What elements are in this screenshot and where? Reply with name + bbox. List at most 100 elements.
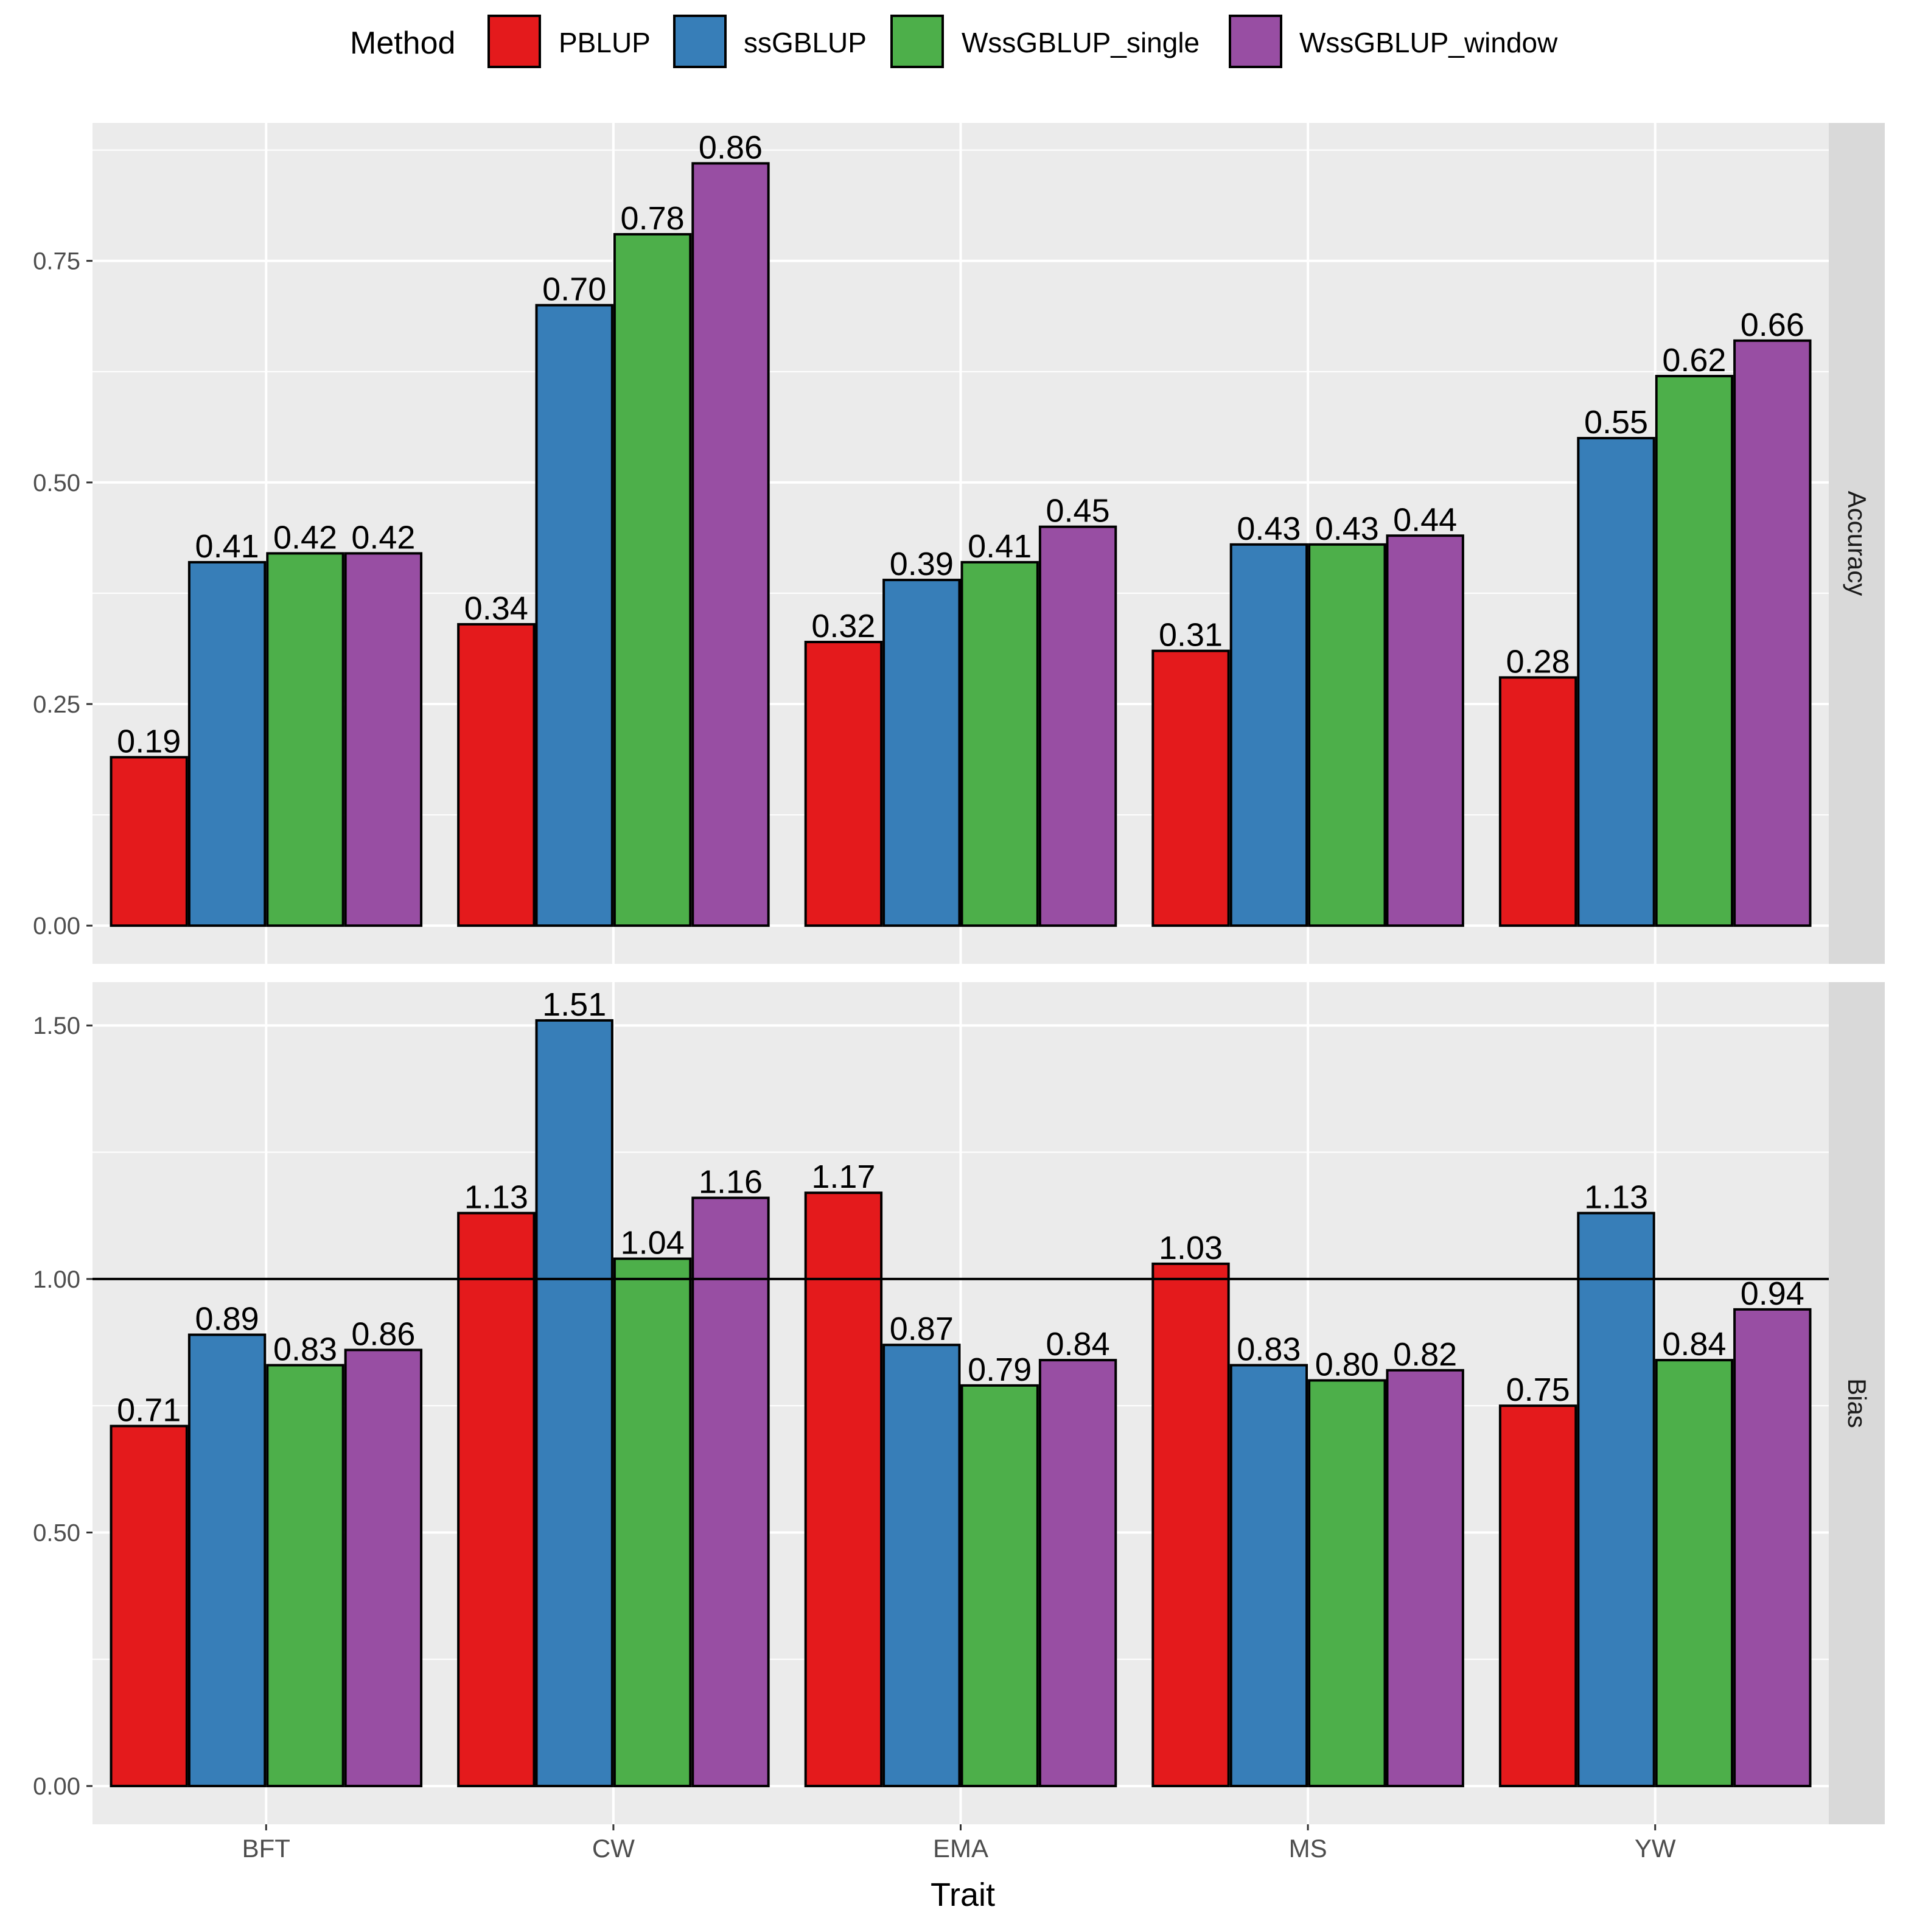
x-axis-title: Trait [931, 1877, 995, 1913]
panels: 0.00 0.25 0.50 0.75 0.19 0.34 0.32 0.31 0.28 0.41… [33, 123, 1885, 1824]
data-label-bias-cw-pblup: 1.13 [464, 1179, 528, 1216]
y-tick-label: 1.00 [33, 1266, 80, 1293]
bar-accuracy-ms-wssgblup-single [1308, 543, 1386, 927]
legend-label-wssgblup-window: WssGBLUP_window [1299, 27, 1558, 58]
y-tick-label: 0.50 [33, 470, 80, 497]
y-tick-label: 0.25 [33, 691, 80, 718]
bar-accuracy-yw-wssgblup-window [1733, 339, 1812, 927]
facet-strip-label-accuracy: Accuracy [1843, 491, 1871, 596]
data-label-bias-cw-ssgblup: 1.51 [542, 986, 606, 1023]
bar-bias-bft-pblup [110, 1425, 188, 1788]
data-label-accuracy-ema-wssgblup-single: 0.41 [968, 528, 1032, 565]
bar-accuracy-ema-wssgblup-single [960, 560, 1039, 927]
x-tick-label-yw: YW [1635, 1834, 1676, 1863]
y-tick-label: 0.00 [33, 1773, 80, 1800]
legend-title: Method [350, 26, 455, 61]
bar-bias-yw-pblup [1498, 1404, 1577, 1788]
data-label-accuracy-bft-wssgblup-single: 0.42 [273, 519, 337, 556]
data-label-bias-yw-ssgblup: 1.13 [1584, 1179, 1648, 1216]
y-tick-label: 0.50 [33, 1519, 80, 1546]
data-label-bias-ema-wssgblup-single: 0.79 [968, 1351, 1032, 1388]
y-tick-label: 0.75 [33, 248, 80, 275]
bar-accuracy-ema-ssgblup [882, 579, 961, 927]
data-label-accuracy-yw-wssgblup-window: 0.66 [1741, 307, 1804, 343]
data-label-bias-cw-wssgblup-window: 1.16 [699, 1164, 763, 1201]
facet-strip-label-bias: Bias [1843, 1378, 1871, 1428]
bar-accuracy-cw-wssgblup-single [613, 232, 692, 927]
data-label-accuracy-bft-ssgblup: 0.41 [195, 528, 259, 565]
data-label-accuracy-yw-wssgblup-single: 0.62 [1662, 342, 1726, 378]
bar-bias-cw-ssgblup [535, 1019, 613, 1788]
data-label-bias-ema-ssgblup: 0.87 [890, 1311, 954, 1347]
legend-label-ssgblup: ssGBLUP [744, 27, 867, 58]
data-label-accuracy-yw-pblup: 0.28 [1506, 643, 1570, 680]
bar-bias-yw-wssgblup-single [1655, 1359, 1734, 1788]
y-tick-label: 1.50 [33, 1013, 80, 1039]
bar-bias-ema-wssgblup-window [1038, 1359, 1117, 1788]
data-label-accuracy-cw-wssgblup-window: 0.86 [699, 129, 763, 166]
bar-accuracy-bft-ssgblup [187, 560, 267, 927]
data-label-accuracy-cw-wssgblup-single: 0.78 [621, 200, 685, 237]
legend-key-pblup [487, 15, 541, 68]
bar-accuracy-ms-pblup [1151, 649, 1230, 927]
bar-accuracy-ema-wssgblup-window [1038, 525, 1117, 927]
panel-accuracy: 0.00 0.25 0.50 0.75 0.19 0.34 0.32 0.31 0.28 0.41… [33, 123, 1885, 964]
data-label-accuracy-cw-ssgblup: 0.70 [542, 271, 606, 308]
data-label-accuracy-ms-pblup: 0.31 [1159, 617, 1223, 654]
data-label-accuracy-ema-wssgblup-window: 0.45 [1046, 493, 1110, 529]
bar-bias-ema-pblup [804, 1191, 883, 1788]
bar-accuracy-bft-pblup [110, 756, 188, 927]
data-label-bias-ema-pblup: 1.17 [811, 1159, 875, 1195]
legend-label-wssgblup-single: WssGBLUP_single [962, 27, 1200, 58]
data-label-bias-bft-ssgblup: 0.89 [195, 1301, 259, 1337]
facet-strip [1829, 123, 1885, 964]
bar-bias-ms-wssgblup-window [1386, 1369, 1464, 1788]
data-label-accuracy-cw-pblup: 0.34 [464, 590, 528, 627]
bar-bias-bft-ssgblup [187, 1333, 267, 1788]
bar-bias-ms-pblup [1151, 1262, 1230, 1788]
data-label-accuracy-ema-pblup: 0.32 [811, 608, 875, 644]
bar-accuracy-cw-wssgblup-window [691, 162, 770, 927]
legend-key-wssgblup-window [1229, 15, 1282, 68]
x-tick-label-ema: EMA [933, 1834, 988, 1863]
bar-accuracy-yw-wssgblup-single [1655, 375, 1734, 927]
bar-accuracy-cw-ssgblup [535, 304, 613, 927]
legend-key-ssgblup [673, 15, 727, 68]
x-axis: Trait BFT CW EMA MS YW [242, 1824, 1676, 1913]
facet-strip [1829, 982, 1885, 1824]
data-label-bias-yw-pblup: 0.75 [1506, 1372, 1570, 1408]
data-label-bias-bft-wssgblup-window: 0.86 [351, 1316, 415, 1353]
bar-accuracy-ema-pblup [804, 641, 883, 927]
panel-bias: 0.00 0.50 1.00 1.50 0.71 1.13 1.17 1.03 0.75 0.89… [33, 982, 1885, 1824]
data-label-accuracy-yw-ssgblup: 0.55 [1584, 404, 1648, 441]
bar-bias-ema-ssgblup [882, 1344, 961, 1788]
data-label-accuracy-ms-wssgblup-single: 0.43 [1315, 511, 1379, 547]
bar-accuracy-ms-ssgblup [1229, 543, 1308, 927]
bar-bias-yw-ssgblup [1577, 1212, 1655, 1788]
data-label-accuracy-ms-wssgblup-window: 0.44 [1393, 501, 1457, 538]
bar-bias-cw-wssgblup-window [691, 1196, 770, 1788]
data-label-bias-bft-pblup: 0.71 [117, 1392, 181, 1428]
bar-bias-ema-wssgblup-single [960, 1384, 1039, 1788]
bar-bias-bft-wssgblup-single [266, 1364, 344, 1788]
data-label-bias-yw-wssgblup-window: 0.94 [1741, 1275, 1804, 1312]
legend-key-wssgblup-single [890, 15, 944, 68]
data-label-bias-ms-pblup: 1.03 [1159, 1230, 1223, 1266]
legend-label-pblup: PBLUP [559, 27, 651, 58]
data-label-bias-ms-ssgblup: 0.83 [1237, 1331, 1301, 1368]
bar-accuracy-ms-wssgblup-window [1386, 534, 1464, 927]
bar-accuracy-bft-wssgblup-window [344, 552, 423, 927]
bar-bias-ms-ssgblup [1229, 1364, 1308, 1788]
bar-bias-bft-wssgblup-window [344, 1348, 423, 1788]
data-label-bias-ms-wssgblup-window: 0.82 [1393, 1336, 1457, 1373]
data-label-bias-ms-wssgblup-single: 0.80 [1315, 1347, 1379, 1383]
data-label-accuracy-bft-pblup: 0.19 [117, 723, 181, 759]
bar-bias-cw-pblup [457, 1212, 536, 1788]
data-label-accuracy-ms-ssgblup: 0.43 [1237, 511, 1301, 547]
bar-accuracy-bft-wssgblup-single [266, 552, 344, 927]
data-label-bias-yw-wssgblup-single: 0.84 [1662, 1326, 1726, 1362]
bar-bias-ms-wssgblup-single [1308, 1379, 1386, 1788]
data-label-bias-bft-wssgblup-single: 0.83 [273, 1331, 337, 1368]
data-label-bias-cw-wssgblup-single: 1.04 [621, 1225, 685, 1261]
